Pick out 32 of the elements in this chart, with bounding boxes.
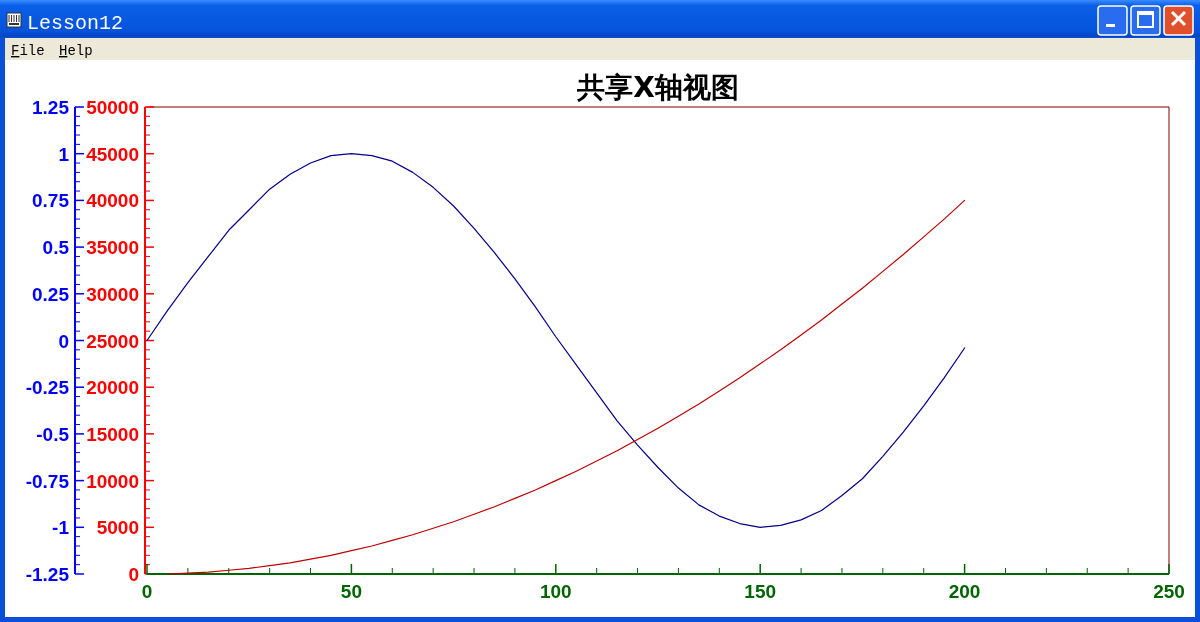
y2-tick-label: 40000 bbox=[86, 190, 139, 212]
y-tick-label: 1 bbox=[58, 143, 70, 165]
y-tick-label: -0.75 bbox=[25, 470, 70, 492]
y2-tick-label: 15000 bbox=[86, 423, 139, 445]
y-tick-label: -0.5 bbox=[36, 423, 70, 445]
y2-tick-label: 0 bbox=[128, 564, 139, 585]
x-tick-label: 100 bbox=[539, 581, 572, 602]
chart-title: 共享X轴视图 bbox=[576, 71, 739, 104]
y2-tick-label: 30000 bbox=[86, 283, 139, 305]
y-tick-label: 1.25 bbox=[32, 97, 70, 118]
y-tick-label: -1.25 bbox=[25, 564, 70, 585]
y-tick-label: 0.25 bbox=[32, 283, 70, 305]
y-tick-label: -1 bbox=[52, 517, 70, 539]
y2-tick-label: 20000 bbox=[86, 377, 139, 399]
x-tick-label: 150 bbox=[744, 581, 777, 602]
y2-tick-label: 5000 bbox=[96, 517, 139, 539]
y-tick-label: 0 bbox=[58, 330, 69, 352]
text: File bbox=[11, 43, 45, 59]
x-tick-label: 250 bbox=[1153, 581, 1185, 602]
y-tick-label: -0.25 bbox=[25, 377, 70, 399]
y2-tick-label: 10000 bbox=[86, 470, 139, 492]
y2-tick-label: 25000 bbox=[86, 330, 139, 352]
axis-y: -1.25 -1 -0.75 -0.5 -0.25 0 0.25 0.5 0.75 1 1.25 bbox=[25, 97, 85, 585]
x-tick-label: 50 bbox=[340, 581, 362, 602]
y2-tick-label: 35000 bbox=[86, 237, 139, 259]
text: Help bbox=[59, 43, 93, 59]
y2-tick-label: 45000 bbox=[86, 143, 139, 165]
y-tick-label: 0.5 bbox=[42, 237, 70, 259]
y-tick-label: 0.75 bbox=[32, 190, 70, 212]
x-tick-label: 200 bbox=[948, 581, 981, 602]
text: Lesson12 bbox=[27, 12, 124, 35]
y2-tick-label: 50000 bbox=[86, 97, 139, 118]
